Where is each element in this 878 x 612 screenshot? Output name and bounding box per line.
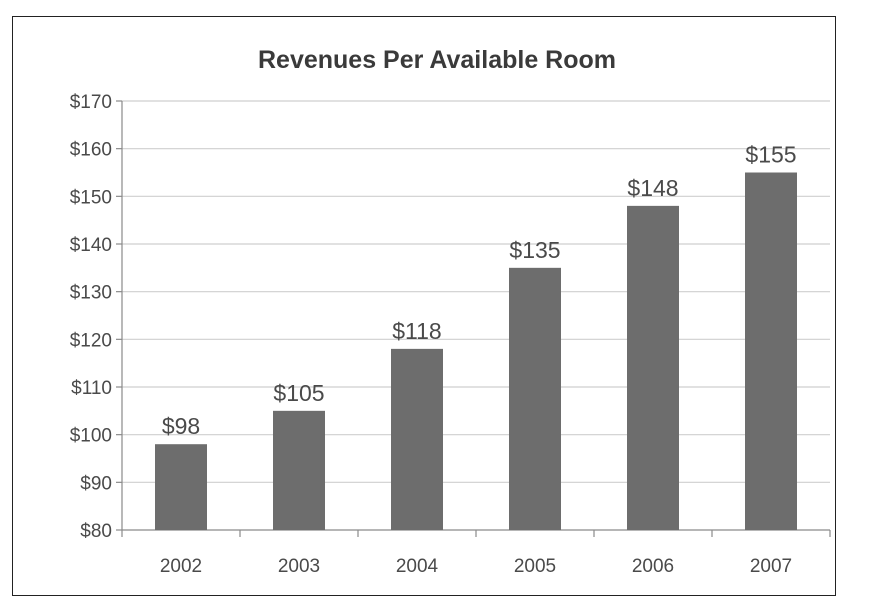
- y-tick-label: $100: [70, 426, 112, 447]
- labels: $80 $90 $100 $110 $120 $130 $140 $150 $160 $170 $9…: [70, 92, 797, 577]
- y-tick-label: $160: [70, 140, 112, 161]
- y-tick-label: $80: [80, 521, 112, 542]
- bar-2002: [155, 444, 207, 530]
- y-tick-label: $140: [70, 235, 112, 256]
- data-label-2002: $98: [162, 413, 200, 439]
- data-label-2004: $118: [392, 318, 441, 344]
- gridlines: [122, 100, 830, 483]
- bars: [155, 172, 797, 530]
- y-tick-label: $110: [71, 378, 112, 399]
- data-label-2006: $148: [627, 175, 678, 201]
- bar-2003: [273, 410, 325, 530]
- data-label-2007: $155: [745, 142, 796, 168]
- y-tick-label: $170: [70, 92, 112, 113]
- y-tick-label: $90: [80, 473, 112, 494]
- bar-2005: [509, 267, 561, 530]
- x-tick-label-2005: 2005: [514, 556, 556, 577]
- bar-2004: [391, 348, 443, 530]
- data-label-2003: $105: [273, 380, 324, 406]
- x-tick-label-2004: 2004: [396, 556, 439, 577]
- x-tick-label-2006: 2006: [632, 556, 674, 577]
- bar-2007: [745, 172, 797, 530]
- x-tick-label-2002: 2002: [160, 556, 202, 577]
- chart-title: Revenues Per Available Room: [258, 46, 616, 74]
- data-label-2005: $135: [509, 237, 560, 263]
- y-tick-label: $120: [70, 330, 112, 351]
- y-tick-label: $150: [70, 187, 112, 208]
- y-tick-label: $130: [70, 283, 112, 304]
- axes: [116, 100, 831, 537]
- x-tick-label-2003: 2003: [278, 556, 320, 577]
- x-tick-label-2007: 2007: [750, 556, 792, 577]
- bar-2006: [627, 205, 679, 530]
